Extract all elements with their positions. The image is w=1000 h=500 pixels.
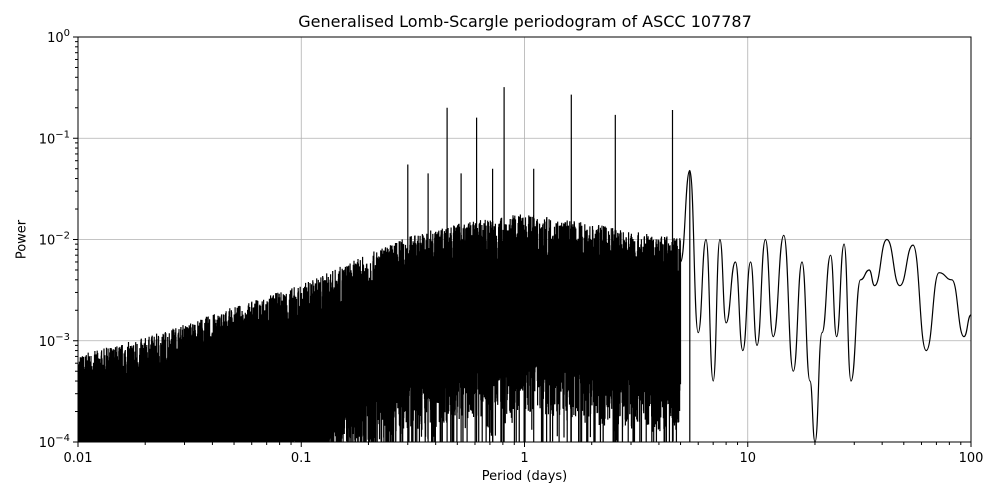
- power-series-line: [78, 87, 971, 442]
- y-tick-label: 10−3: [39, 332, 70, 350]
- x-axis-label: Period (days): [481, 469, 568, 484]
- x-tick-label: 0.1: [291, 451, 312, 466]
- y-tick-label: 10−4: [39, 433, 70, 451]
- x-tick-label: 0.01: [64, 451, 93, 466]
- y-axis-label: Power: [14, 219, 30, 260]
- x-tick-label: 10: [739, 451, 756, 466]
- y-tick-label: 100: [47, 28, 70, 46]
- x-tick-label: 100: [959, 451, 984, 466]
- chart-title: Generalised Lomb-Scargle periodogram of …: [298, 12, 752, 31]
- y-tick-label: 10−1: [39, 129, 70, 147]
- y-tick-label: 10−2: [39, 231, 70, 249]
- x-tick-label: 1: [520, 451, 528, 466]
